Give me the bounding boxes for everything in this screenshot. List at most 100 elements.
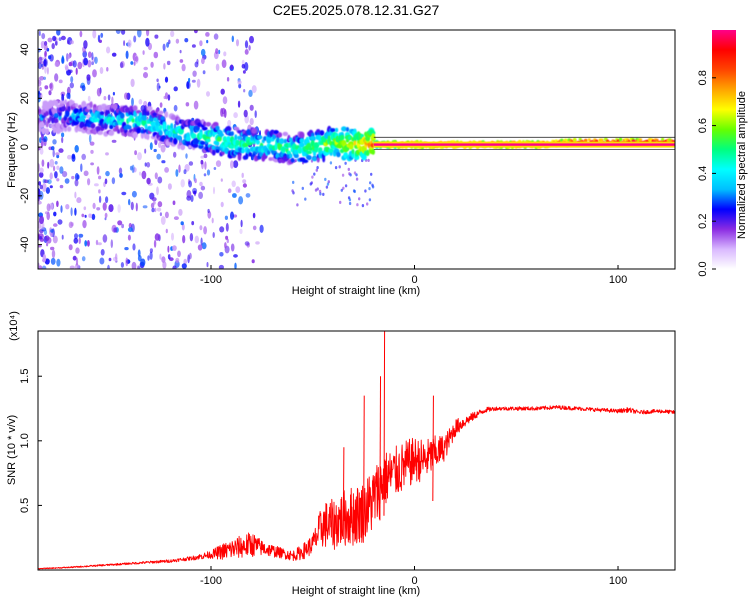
colorbar-tick-label: 0.8 — [697, 70, 709, 85]
heatmap-speckle — [361, 204, 365, 208]
heatmap-speckle — [191, 79, 196, 83]
heatmap-speckle — [156, 78, 159, 83]
heatmap-cell — [136, 127, 141, 134]
heatmap-speckle — [47, 161, 50, 169]
heatmap-speckle — [73, 237, 79, 244]
heatmap-speckle — [173, 216, 179, 221]
heatmap-speckle — [213, 33, 219, 40]
heatmap-speckle — [75, 67, 78, 75]
snr-spike — [342, 447, 345, 539]
heatmap-speckle — [183, 258, 187, 265]
heatmap-speckle — [324, 177, 327, 181]
heatmap-speckle — [231, 180, 236, 188]
heatmap-speckle — [60, 205, 63, 213]
heatmap-speckle — [203, 153, 208, 159]
heatmap-speckle — [83, 40, 88, 49]
heatmap-speckle — [62, 171, 68, 178]
heatmap-speckle — [189, 233, 194, 242]
heatmap-speckle — [104, 178, 108, 185]
heatmap-speckle — [322, 192, 325, 196]
heatmap-cell — [299, 138, 305, 144]
heatmap-stable-band — [373, 143, 675, 146]
heatmap-speckle — [96, 166, 100, 175]
heatmap-cell — [146, 106, 153, 111]
heatmap-speckle — [81, 256, 86, 262]
heatmap-cell — [212, 149, 216, 156]
heatmap-speckle — [244, 241, 250, 246]
heatmap-speckle — [194, 178, 197, 184]
heatmap-speckle — [191, 221, 195, 226]
heatmap-speckle — [94, 56, 98, 64]
heatmap-speckle — [164, 167, 170, 173]
heatmap-cell — [278, 138, 285, 145]
heatmap-speckle — [319, 192, 322, 196]
heatmap-speckle — [154, 172, 158, 180]
heatmap-speckle — [45, 187, 51, 194]
heatmap-speckle — [146, 177, 151, 185]
heatmap-speckle — [110, 239, 114, 249]
heatmap-speckle — [56, 165, 60, 170]
heatmap-speckle — [185, 153, 188, 159]
heatmap-cell — [328, 148, 335, 153]
heatmap-cell — [132, 105, 138, 112]
heatmap-speckle — [46, 203, 51, 212]
heatmap-speckle — [75, 257, 79, 266]
heatmap-speckle — [38, 234, 41, 241]
heatmap-cell — [190, 133, 197, 140]
heatmap-speckle — [86, 114, 91, 119]
heatmap-speckle — [221, 107, 226, 114]
heatmap-cell — [189, 126, 194, 133]
heatmap-speckle — [71, 154, 76, 162]
heatmap-speckle — [125, 50, 129, 59]
heatmap-speckle — [39, 92, 43, 100]
heatmap-speckle — [58, 37, 62, 41]
heatmap-speckle — [41, 265, 47, 269]
heatmap-speckle — [50, 146, 55, 151]
heatmap-speckle — [251, 259, 255, 264]
heatmap-speckle — [76, 197, 82, 204]
y-tick-label: 20 — [19, 92, 31, 104]
colorbar-label: Normalized spectral amplitude — [736, 91, 748, 239]
heatmap-speckle — [194, 61, 199, 68]
heatmap-cell — [219, 130, 223, 137]
heatmap-speckle — [368, 198, 372, 202]
heatmap-speckle — [55, 152, 60, 156]
heatmap-cell — [52, 127, 57, 134]
heatmap-speckle — [50, 229, 54, 233]
heatmap-speckle — [61, 93, 65, 102]
heatmap-cell — [99, 111, 105, 116]
heatmap-speckle — [52, 35, 57, 42]
heatmap-cell — [322, 155, 326, 163]
heatmap-cell — [280, 146, 287, 151]
heatmap-speckle — [131, 261, 137, 269]
heatmap-speckle — [137, 152, 142, 161]
heatmap-speckle — [147, 255, 150, 261]
heatmap-cell — [351, 152, 355, 159]
heatmap-speckle — [84, 240, 88, 247]
heatmap-speckle — [38, 244, 42, 248]
heatmap-speckle — [39, 215, 44, 225]
heatmap-speckle — [51, 249, 56, 259]
heatmap-cell — [282, 131, 289, 137]
heatmap-speckle — [117, 204, 121, 213]
heatmap-speckle — [159, 102, 163, 108]
heatmap-cell — [63, 116, 68, 121]
heatmap-speckle — [52, 235, 58, 244]
heatmap-cell — [248, 152, 253, 157]
heatmap-speckle — [127, 227, 133, 233]
heatmap-speckle — [211, 217, 214, 224]
y-tick-label: 0 — [19, 144, 31, 150]
heatmap-cell — [299, 131, 305, 139]
heatmap-cell — [75, 103, 78, 107]
heatmap-cell — [313, 151, 317, 157]
heatmap-cell — [318, 135, 322, 143]
heatmap-speckle — [175, 38, 180, 44]
heatmap-speckle — [39, 87, 42, 91]
heatmap-speckle — [198, 191, 204, 199]
y-tick-label: -20 — [19, 188, 31, 204]
heatmap-cell — [141, 114, 147, 121]
heatmap-speckle — [83, 57, 88, 66]
heatmap-speckle — [215, 48, 219, 55]
chart-title: C2E5.2025.078.12.31.G27 — [273, 2, 440, 18]
heatmap-cell — [112, 103, 118, 110]
